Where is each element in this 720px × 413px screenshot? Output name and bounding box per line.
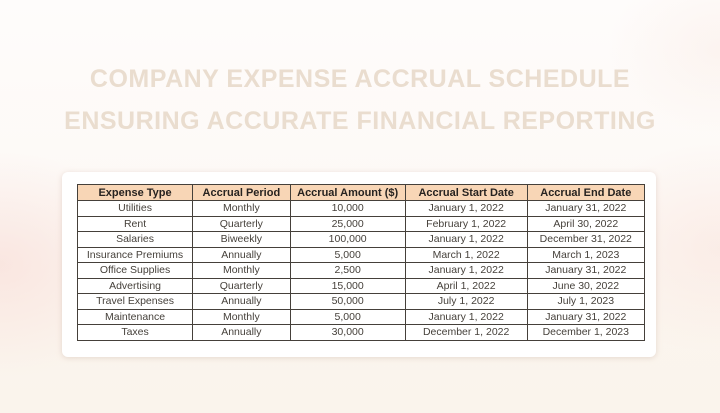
table-cell: Quarterly [192,277,291,294]
table-cell: Rent [76,215,194,232]
column-header-expense-type: Expense Type [76,184,194,201]
table-body: Utilities Monthly 10,000 January 1, 2022 Jan… [76,200,646,341]
table-cell: March 1, 2023 [526,246,646,263]
table-cell: April 30, 2022 [526,215,646,232]
table-cell: 25,000 [289,215,406,232]
table-cell: 15,000 [289,277,406,294]
table-cell: 5,000 [289,308,406,325]
table-cell: 50,000 [289,293,406,310]
table-cell: January 31, 2022 [526,308,646,325]
table-cell: Salaries [76,231,194,248]
table-cell: April 1, 2022 [404,277,528,294]
table-cell: Monthly [192,262,291,279]
table-cell: December 1, 2023 [526,324,646,341]
table-cell: December 31, 2022 [526,231,646,248]
table-cell: March 1, 2022 [404,246,528,263]
column-header-accrual-end-date: Accrual End Date [526,184,646,201]
table-cell: Biweekly [192,231,291,248]
table-cell: January 1, 2022 [404,231,528,248]
table-cell: 10,000 [289,200,406,217]
table-header: Expense Type Accrual Period Accrual Amou… [76,184,646,201]
table-cell: Annually [192,324,291,341]
table-cell: June 30, 2022 [526,277,646,294]
column-header-accrual-amount: Accrual Amount ($) [289,184,406,201]
table-row: Taxes Annually 30,000 December 1, 2022 Decem… [76,324,646,341]
table-cell: Monthly [192,200,291,217]
table-cell: January 31, 2022 [526,200,646,217]
table-cell: July 1, 2022 [404,293,528,310]
table-cell: February 1, 2022 [404,215,528,232]
table-cell: January 1, 2022 [404,308,528,325]
table-row: Rent Quarterly 25,000 February 1, 2022 April… [76,215,646,232]
table-cell: Advertising [76,277,194,294]
table-row: Salaries Biweekly 100,000 January 1, 2022 De… [76,231,646,248]
table-cell: Taxes [76,324,194,341]
table-cell: July 1, 2023 [526,293,646,310]
table-cell: Travel Expenses [76,293,194,310]
table-row: Advertising Quarterly 15,000 April 1, 2022 J… [76,277,646,294]
table-cell: December 1, 2022 [404,324,528,341]
table-cell: Quarterly [192,215,291,232]
page-title-line-2: ENSURING ACCURATE FINANCIAL REPORTING [64,107,656,135]
table-header-row: Expense Type Accrual Period Accrual Amou… [76,184,646,201]
table-row: Insurance Premiums Annually 5,000 March 1, … [76,246,646,263]
column-header-accrual-period: Accrual Period [192,184,291,201]
table-cell: 30,000 [289,324,406,341]
table-row: Maintenance Monthly 5,000 January 1, 2022 Ja… [76,308,646,325]
table-cell: 2,500 [289,262,406,279]
table-cell: 100,000 [289,231,406,248]
table-cell: Maintenance [76,308,194,325]
table-row: Office Supplies Monthly 2,500 January 1, 20… [76,262,646,279]
table-cell: Insurance Premiums [76,246,194,263]
table-cell: 5,000 [289,246,406,263]
table-cell: January 31, 2022 [526,262,646,279]
table-row: Travel Expenses Annually 50,000 July 1, 202… [76,293,646,310]
column-header-accrual-start-date: Accrual Start Date [404,184,528,201]
page-title-line-1: COMPANY EXPENSE ACCRUAL SCHEDULE [89,65,631,93]
table-cell: Annually [192,293,291,310]
table-cell: Office Supplies [76,262,194,279]
table-cell: January 1, 2022 [404,200,528,217]
table-cell: Utilities [76,200,194,217]
expense-accrual-table: Expense Type Accrual Period Accrual Amou… [76,184,646,341]
table-row: Utilities Monthly 10,000 January 1, 2022 Jan… [76,200,646,217]
table-cell: Annually [192,246,291,263]
table-cell: January 1, 2022 [404,262,528,279]
table-cell: Monthly [192,308,291,325]
page-title: COMPANY EXPENSE ACCRUAL SCHEDULE ENSURIN… [0,58,720,142]
